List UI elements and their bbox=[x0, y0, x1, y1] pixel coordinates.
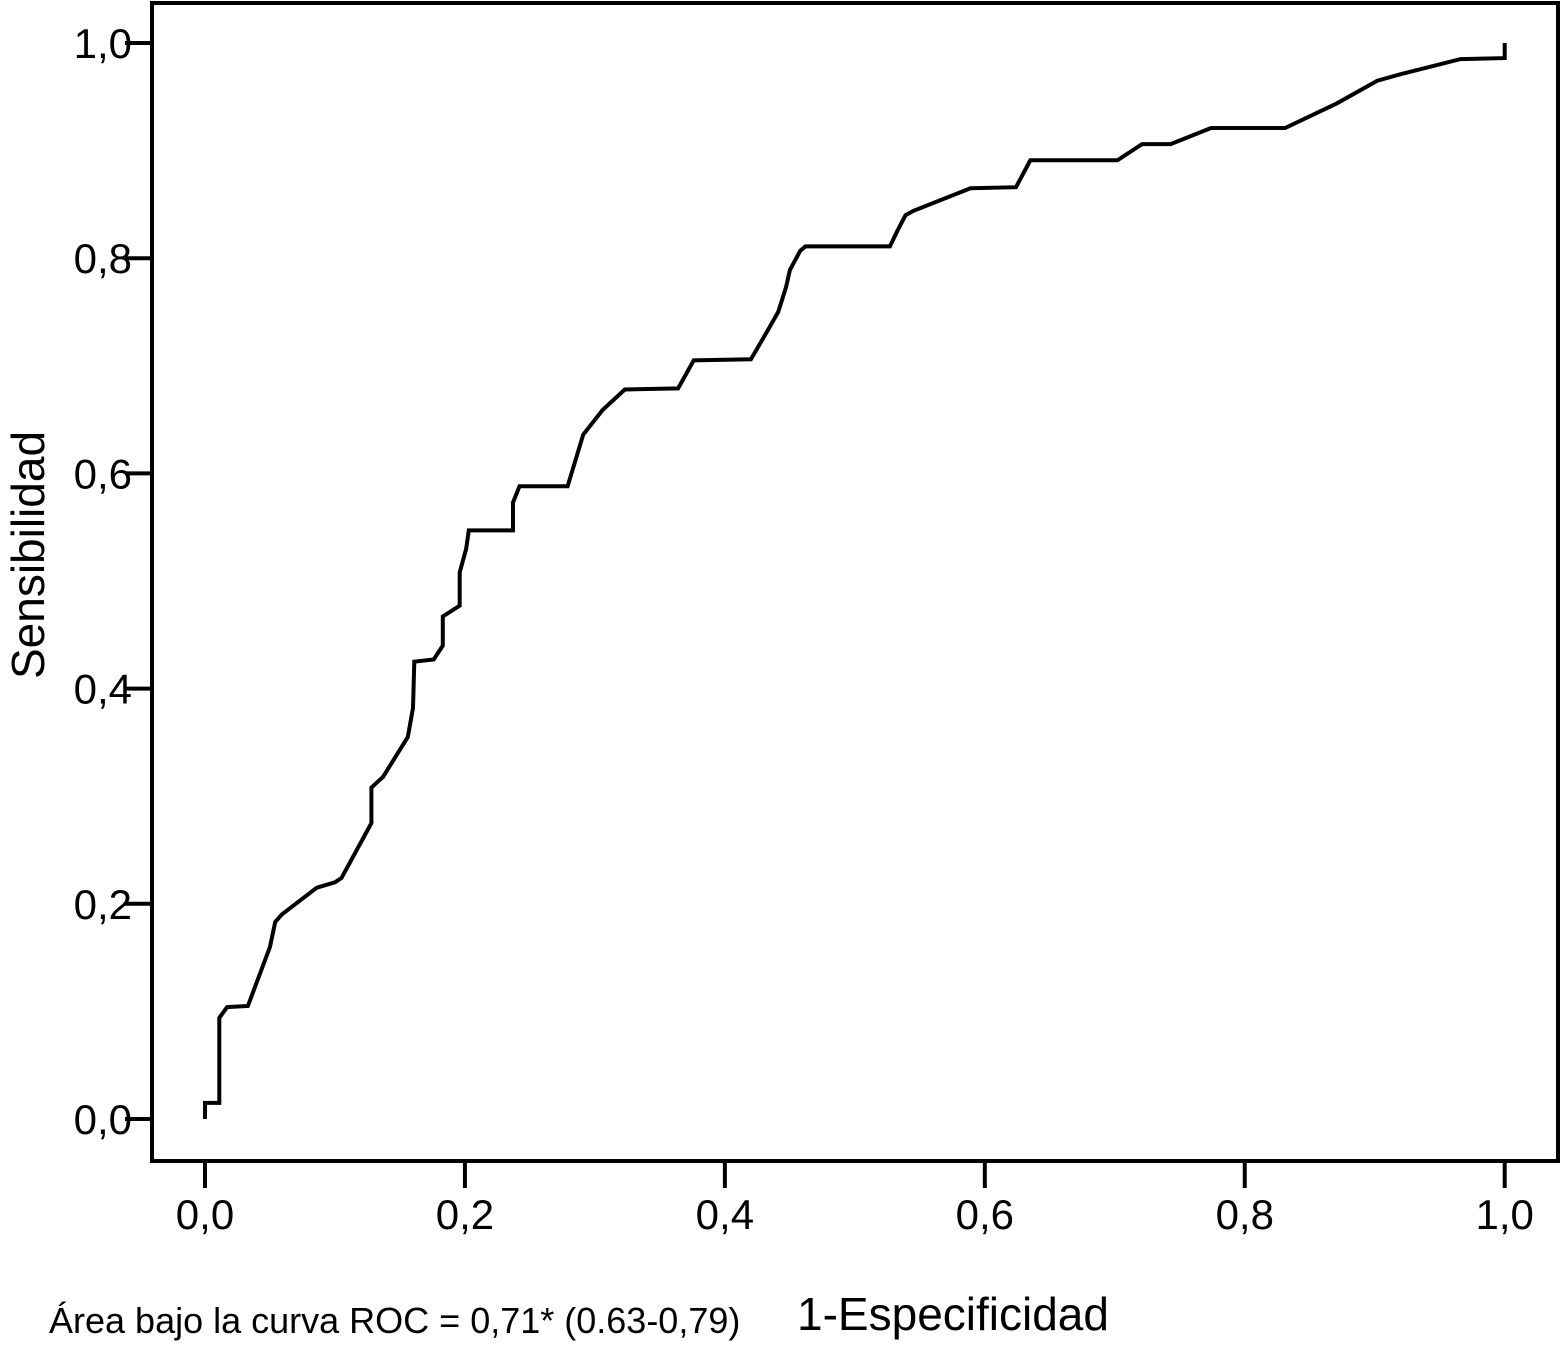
x-axis-tick-label: 0,6 bbox=[956, 1191, 1014, 1238]
y-axis-title: Sensibilidad bbox=[2, 431, 54, 679]
y-axis-tick-label: 0,0 bbox=[74, 1096, 132, 1143]
y-axis-tick-label: 0,4 bbox=[74, 666, 132, 713]
x-axis-tick-label: 0,4 bbox=[696, 1191, 754, 1238]
y-axis-tick-label: 1,0 bbox=[74, 20, 132, 67]
auc-footnote: Área bajo la curva ROC = 0,71* (0.63-0,7… bbox=[49, 1300, 740, 1341]
y-axis-tick-label: 0,2 bbox=[74, 881, 132, 928]
plot-area: 0,0 0,2 0,4 0,6 0,8 1,0 0,0 0,2 0,4 0,6 0,8 1,0 bbox=[74, 1, 1560, 1238]
x-axis-title: 1-Especificidad bbox=[797, 1288, 1109, 1340]
x-axis-tick-label: 1,0 bbox=[1476, 1191, 1534, 1238]
roc-curve bbox=[203, 43, 1507, 1119]
plot-border bbox=[150, 1, 1560, 1163]
y-axis-tick-label: 0,6 bbox=[74, 450, 132, 497]
x-axis-tick-label: 0,0 bbox=[176, 1191, 234, 1238]
y-axis-tick-label: 0,8 bbox=[74, 235, 132, 282]
x-axis-tick-label: 0,8 bbox=[1216, 1191, 1274, 1238]
x-axis-tick-label: 0,2 bbox=[436, 1191, 494, 1238]
